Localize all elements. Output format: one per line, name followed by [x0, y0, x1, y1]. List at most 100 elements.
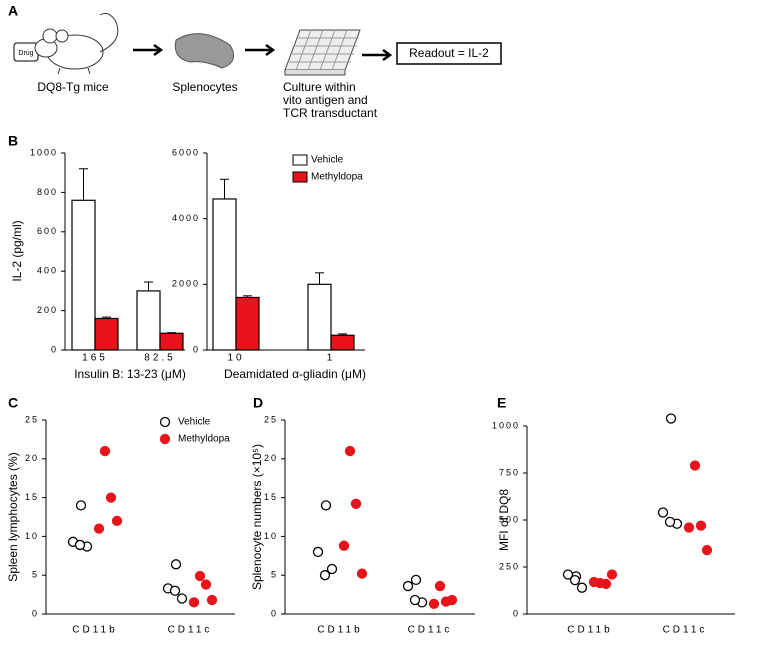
arrow	[245, 43, 276, 57]
arrow	[362, 48, 393, 62]
bar	[330, 334, 355, 351]
legend-label: Methyldopa	[178, 434, 230, 445]
data-point	[344, 445, 356, 457]
data-point	[588, 576, 600, 588]
y-tick-label: 10	[25, 531, 39, 541]
data-point	[409, 594, 421, 606]
data-point	[99, 445, 111, 457]
y-tick-label: 10	[264, 531, 278, 541]
y-tick-label: 25	[25, 414, 39, 424]
y-tick-label: 400	[37, 266, 58, 276]
bar	[94, 317, 119, 351]
bar	[307, 283, 332, 351]
data-point	[689, 460, 701, 471]
y-tick-label: 20	[264, 453, 278, 463]
data-point	[402, 580, 414, 592]
mouse-icon	[34, 12, 119, 75]
data-point	[74, 539, 86, 551]
x-tick-label: 10	[227, 353, 244, 364]
y-tick-label: 0	[271, 608, 278, 618]
data-point	[428, 598, 440, 610]
bar	[159, 332, 184, 351]
data-point	[600, 578, 612, 590]
legend-label: Vehicle	[178, 417, 211, 428]
bar	[212, 198, 237, 351]
data-point	[657, 507, 669, 518]
y-tick-label: 6000	[172, 147, 200, 157]
legend-swatch	[159, 433, 171, 445]
x-tick-label: CD11b	[317, 625, 362, 636]
data-point	[356, 568, 368, 579]
y-tick-label: 5	[32, 570, 39, 580]
y-axis-title: Spleen lymphocytes (%)	[6, 452, 20, 581]
readout-label: Readout = IL-2	[409, 46, 489, 60]
data-point	[194, 570, 206, 582]
panel-a: A Drug DQ8-Tg mice Splenocytes Culture w…	[8, 3, 502, 120]
x-axis-title: Deamidated α-gliadin (μM)	[224, 367, 366, 381]
y-tick-label: 0	[193, 344, 200, 354]
data-point	[683, 522, 695, 533]
y-tick-label: 200	[37, 305, 58, 315]
spleen-icon	[174, 33, 235, 69]
data-point	[576, 582, 588, 593]
y-tick-label: 600	[37, 226, 58, 236]
panel-label: C	[8, 395, 18, 411]
y-tick-label: 0	[51, 344, 58, 354]
data-point	[410, 574, 422, 586]
x-tick-label: CD11b	[72, 625, 117, 636]
x-axis-title: Insulin B: 13-23 (μM)	[74, 367, 186, 381]
data-point	[200, 579, 212, 590]
step-label: DQ8-Tg mice	[37, 80, 109, 94]
y-tick-label: 4000	[172, 213, 200, 223]
x-tick-label: 165	[82, 353, 108, 364]
bar	[235, 296, 260, 351]
y-tick-label: 800	[37, 187, 58, 197]
data-point	[569, 575, 581, 586]
arrow	[133, 43, 164, 57]
panel-label: A	[8, 3, 18, 19]
x-tick-label: CD11c	[408, 625, 453, 636]
x-tick-label: CD11c	[168, 625, 213, 636]
data-point	[664, 516, 676, 528]
data-point	[75, 500, 87, 511]
y-tick-label: 250	[499, 561, 520, 571]
step-label: Splenocytes	[172, 80, 237, 94]
x-tick-label: 1	[327, 353, 336, 364]
x-tick-label: 82.5	[144, 353, 175, 364]
data-point	[111, 515, 123, 527]
data-point	[350, 498, 362, 509]
y-axis-title: IL-2 (pg/ml)	[10, 220, 24, 281]
y-tick-label: 0	[513, 608, 520, 618]
data-point	[169, 585, 181, 596]
readout-box	[396, 42, 502, 65]
data-point	[695, 520, 707, 531]
data-point	[338, 540, 350, 551]
data-point	[176, 593, 188, 604]
x-tick-label: CD11b	[567, 625, 612, 636]
legend-label: Methyldopa	[311, 172, 363, 183]
data-point	[188, 597, 200, 608]
data-point	[320, 500, 332, 511]
data-point	[562, 569, 574, 580]
y-tick-label: 25	[264, 414, 278, 424]
data-point	[446, 594, 458, 606]
y-tick-label: 1000	[492, 420, 520, 430]
panel-label: B	[8, 133, 18, 149]
y-tick-label: 750	[499, 467, 520, 477]
x-tick-label: CD11c	[663, 625, 708, 636]
plate-icon	[284, 29, 361, 76]
data-point	[105, 492, 117, 503]
data-point	[606, 569, 618, 580]
drug-label: Drug	[18, 50, 33, 57]
data-point	[319, 570, 331, 581]
panel-label: E	[497, 395, 506, 411]
legend-swatch	[159, 416, 171, 428]
legend-label: Vehicle	[311, 155, 344, 166]
data-point	[312, 546, 324, 558]
legend-swatch	[292, 171, 308, 183]
y-tick-label: 0	[32, 608, 39, 618]
y-tick-label: 15	[264, 492, 278, 502]
bar	[71, 199, 96, 351]
data-point	[701, 544, 713, 556]
